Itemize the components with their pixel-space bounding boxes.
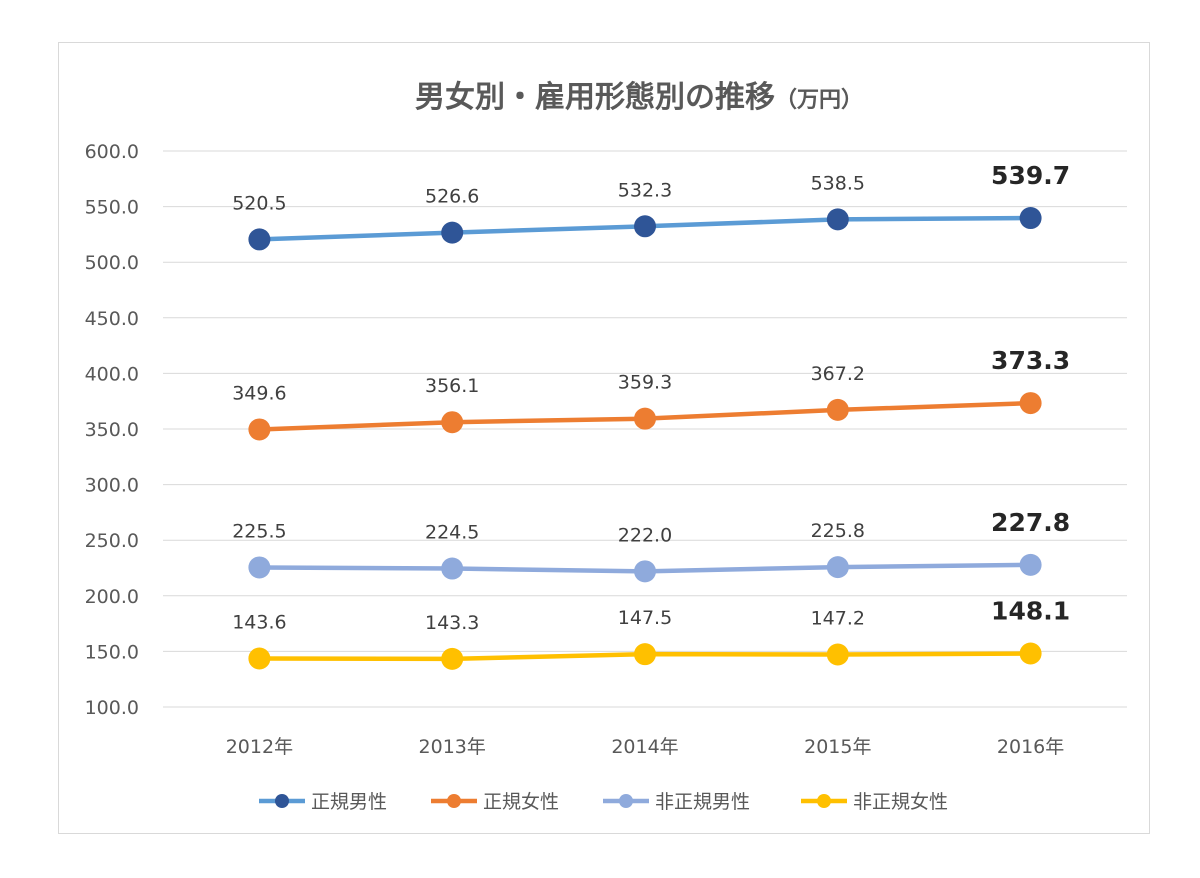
y-tick-label: 350.0 (85, 419, 139, 441)
legend-swatch-marker (817, 794, 831, 808)
data-label: 539.7 (991, 161, 1070, 190)
data-label: 143.6 (232, 612, 286, 634)
series-2 (248, 392, 1042, 441)
y-tick-label: 200.0 (85, 586, 139, 608)
y-tick-label: 450.0 (85, 308, 139, 330)
data-label: 356.1 (425, 375, 479, 397)
x-axis-ticks: 2012年 2013年 2014年 2015年 2016年 (226, 736, 1065, 758)
legend-label: 正規男性 (311, 791, 387, 813)
y-tick-label: 600.0 (85, 141, 139, 163)
y-tick-label: 400.0 (85, 363, 139, 385)
line-chart: 男女別・雇用形態別の推移（万円） 600.0 550.0 500.0 450.0 400… (85, 80, 1127, 813)
data-label: 538.5 (811, 172, 865, 194)
legend-swatch-marker (619, 794, 633, 808)
x-tick-label: 2015年 (804, 736, 871, 758)
x-tick-label: 2013年 (419, 736, 486, 758)
data-point (441, 221, 464, 244)
data-label: 526.6 (425, 186, 479, 208)
data-point (1019, 392, 1042, 415)
y-tick-label: 100.0 (85, 697, 139, 719)
x-tick-label: 2014年 (611, 736, 678, 758)
data-point (441, 557, 464, 580)
data-point (1019, 207, 1042, 230)
legend-item: 正規女性 (431, 791, 559, 813)
data-point (826, 556, 849, 579)
data-labels: 520.5 526.6 532.3 538.5 539.7 349.6 356.1 359.3… (232, 161, 1070, 634)
y-tick-label: 550.0 (85, 197, 139, 219)
data-point (826, 398, 849, 421)
y-tick-label: 500.0 (85, 252, 139, 274)
data-label: 147.2 (811, 608, 865, 630)
y-tick-label: 250.0 (85, 530, 139, 552)
data-point (248, 556, 271, 579)
legend-item: 正規男性 (259, 791, 387, 813)
data-label: 148.1 (991, 597, 1070, 626)
data-point (248, 647, 271, 670)
legend-label: 正規女性 (483, 791, 559, 813)
data-point (1019, 553, 1042, 576)
y-tick-label: 150.0 (85, 641, 139, 663)
data-point (248, 228, 271, 251)
data-label: 349.6 (232, 382, 286, 404)
legend: 正規男性 正規女性 非正規男性 非正規女性 (259, 791, 948, 813)
legend-swatch-marker (447, 794, 461, 808)
data-label: 227.8 (991, 508, 1070, 537)
data-label: 222.0 (618, 524, 672, 546)
data-label: 532.3 (618, 179, 672, 201)
data-point (248, 418, 271, 441)
data-label: 520.5 (232, 192, 286, 214)
data-point (441, 411, 464, 434)
data-point (441, 647, 464, 670)
y-axis-ticks: 600.0 550.0 500.0 450.0 400.0 350.0 300.0 250.0… (85, 141, 139, 719)
legend-swatch-marker (275, 794, 289, 808)
data-point (1019, 642, 1042, 665)
data-label: 143.3 (425, 612, 479, 634)
data-point (634, 643, 656, 666)
legend-label: 非正規男性 (655, 791, 750, 813)
data-label: 359.3 (618, 372, 672, 394)
chart-title-unit: （万円） (775, 88, 863, 113)
series-group (248, 207, 1042, 670)
chart-title-main: 男女別・雇用形態別の推移 (415, 80, 775, 115)
chart-title: 男女別・雇用形態別の推移（万円） (415, 80, 863, 115)
series-3 (248, 553, 1042, 583)
data-label: 147.5 (618, 607, 672, 629)
data-label: 225.8 (811, 520, 865, 542)
legend-label: 非正規女性 (853, 791, 948, 813)
data-label: 367.2 (811, 363, 865, 385)
data-point (826, 208, 849, 231)
data-label: 373.3 (991, 346, 1070, 375)
chart-frame: 男女別・雇用形態別の推移（万円） 600.0 550.0 500.0 450.0 400… (58, 42, 1150, 834)
data-label: 224.5 (425, 522, 479, 544)
legend-item: 非正規男性 (603, 791, 750, 813)
series-4 (248, 642, 1042, 670)
data-point (826, 643, 849, 666)
data-label: 225.5 (232, 520, 286, 542)
y-tick-label: 300.0 (85, 475, 139, 497)
data-point (634, 560, 656, 583)
data-point (634, 215, 656, 238)
x-tick-label: 2012年 (226, 736, 293, 758)
series-1 (248, 207, 1042, 251)
legend-item: 非正規女性 (801, 791, 948, 813)
x-tick-label: 2016年 (997, 736, 1064, 758)
data-point (634, 407, 656, 430)
